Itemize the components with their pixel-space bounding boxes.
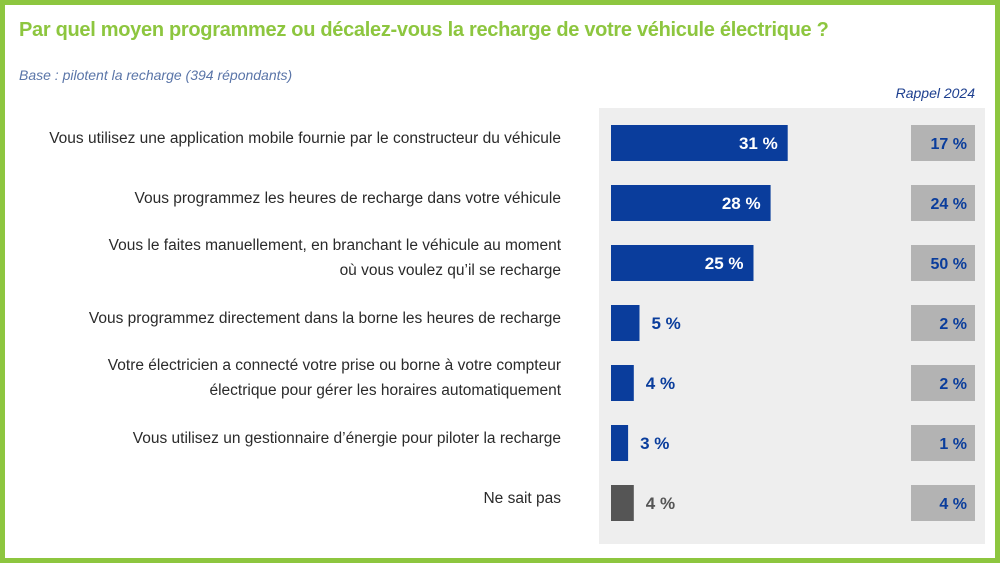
category-label-line: Vous programmez les heures de recharge d… (134, 189, 562, 207)
recall-2024-box (911, 365, 975, 401)
category-label-line: Vous utilisez un gestionnaire d’énergie … (132, 429, 561, 447)
category-label: Vous utilisez un gestionnaire d’énergie … (0, 426, 561, 451)
category-label: Vous programmez les heures de recharge d… (0, 186, 562, 211)
bar (611, 245, 754, 281)
recall-2024-header: Rappel 2024 (895, 85, 975, 101)
category-label-line: Ne sait pas (483, 489, 561, 507)
bar (611, 425, 629, 461)
category-label-line: électrique pour gérer les horaires autom… (209, 382, 561, 399)
recall-2024-value-label: 4 % (939, 496, 967, 513)
bar-value-label: 28 % (722, 194, 761, 213)
category-label: Ne sait pas (0, 486, 561, 511)
category-label: Vous programmez directement dans la born… (0, 306, 561, 331)
bar (611, 185, 771, 221)
bar (611, 125, 788, 161)
recall-2024-value-label: 2 % (939, 316, 967, 333)
recall-2024-value-label: 17 % (931, 136, 967, 153)
category-label-line: Vous programmez directement dans la born… (88, 309, 561, 327)
category-label: Vous utilisez une application mobile fou… (0, 126, 561, 151)
recall-2024-box (911, 425, 975, 461)
recall-2024-value-label: 24 % (931, 196, 967, 213)
recall-2024-value-label: 50 % (931, 256, 967, 273)
chart-subtitle: Base : pilotent la recharge (394 réponda… (19, 67, 293, 83)
bar-value-label: 3 % (640, 434, 669, 453)
bar (611, 305, 640, 341)
category-label-line: Vous utilisez une application mobile fou… (49, 129, 561, 147)
recall-2024-box (911, 185, 975, 221)
bar-value-label: 31 % (739, 134, 778, 153)
bar-value-label: 5 % (652, 314, 681, 333)
bar-value-label: 25 % (705, 254, 744, 273)
category-label-line: où vous voulez qu’il se recharge (339, 262, 561, 279)
recall-2024-value-label: 2 % (939, 376, 967, 393)
bar-value-label: 4 % (646, 374, 675, 393)
category-label-line: Votre électricien a connecté votre prise… (107, 357, 561, 374)
bar (611, 365, 634, 401)
recall-2024-box (911, 485, 975, 521)
bar-value-label: 4 % (646, 494, 675, 513)
recall-2024-box (911, 305, 975, 341)
recall-2024-value-label: 1 % (939, 436, 967, 453)
category-label: Votre électricien a connecté votre prise… (0, 353, 561, 403)
bar (611, 485, 634, 521)
category-label-line: Vous le faites manuellement, en branchan… (108, 237, 561, 254)
chart-title: Par quel moyen programmez ou décalez-vou… (19, 19, 829, 41)
category-label: Vous le faites manuellement, en branchan… (0, 233, 561, 283)
recall-2024-box (911, 245, 975, 281)
bar-chart: 31 % 17 % 28 % 24 % 25 % 50 % 5 % 2 % 4 % 2 % 3 % 1… (611, 125, 975, 521)
recall-2024-box (911, 125, 975, 161)
